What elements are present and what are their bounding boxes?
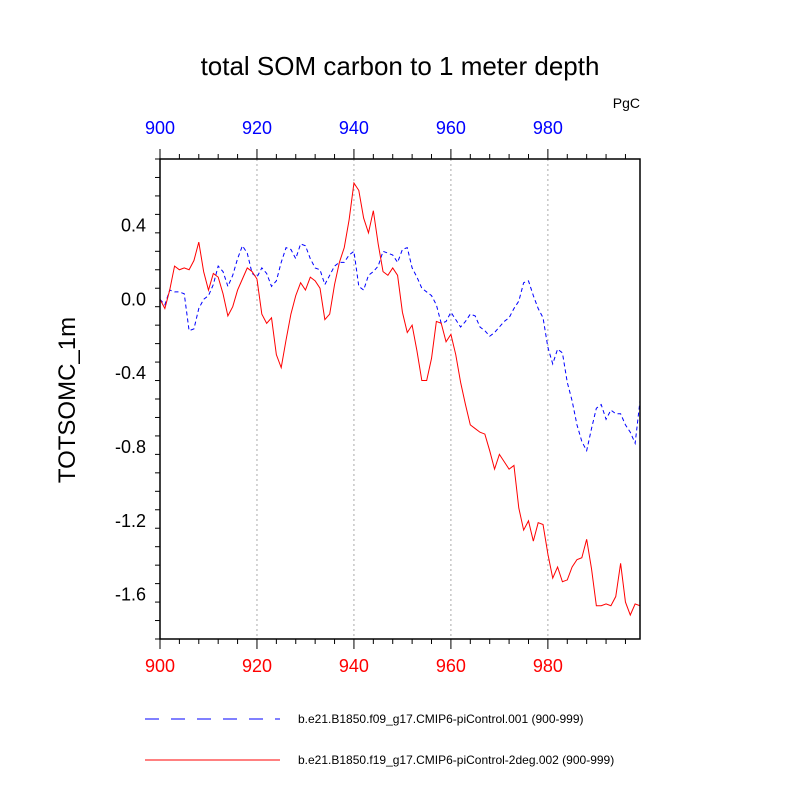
x-tick-label-top-920: 920	[242, 118, 272, 138]
legend-label-series-2: b.e21.B1850.f19_g17.CMIP6-piControl-2deg…	[298, 753, 614, 767]
x-tick-label-bottom-940: 940	[339, 656, 369, 676]
y-tick-label--1.2: -1.2	[115, 511, 146, 531]
series-line-1	[159, 243, 641, 453]
x-tick-label-top-940: 940	[339, 118, 369, 138]
plot-frame	[159, 158, 641, 640]
x-tick-label-top-960: 960	[436, 118, 466, 138]
y-tick-label--0.8: -0.8	[115, 437, 146, 457]
y-tick-label-0.4: 0.4	[121, 215, 146, 235]
x-axis-top-labels: 900 920 940 960 980	[145, 118, 563, 138]
y-tick-label-0.0: 0.0	[121, 289, 146, 309]
x-tick-label-bottom-900: 900	[145, 656, 175, 676]
x-tick-label-bottom-920: 920	[242, 656, 272, 676]
y-tick-label--1.6: -1.6	[115, 585, 146, 605]
grid-lines	[256, 159, 549, 639]
x-tick-label-top-900: 900	[145, 118, 175, 138]
x-tick-label-bottom-960: 960	[436, 656, 466, 676]
legend: b.e21.B1850.f09_g17.CMIP6-piControl.001 …	[145, 712, 614, 767]
y-tick-label--0.4: -0.4	[115, 363, 146, 383]
chart-title: total SOM carbon to 1 meter depth	[201, 51, 600, 81]
units-label: PgC	[613, 95, 640, 111]
series-line-2	[159, 181, 641, 617]
axis-ticks	[155, 149, 626, 649]
x-axis-bottom-labels: 900 920 940 960 980	[145, 656, 563, 676]
y-axis-labels: 0.4 0.0 -0.4 -0.8 -1.2 -1.6	[115, 215, 146, 604]
x-tick-label-top-980: 980	[533, 118, 563, 138]
x-tick-label-bottom-980: 980	[533, 656, 563, 676]
legend-label-series-1: b.e21.B1850.f09_g17.CMIP6-piControl.001 …	[298, 712, 584, 726]
series-group	[159, 181, 641, 617]
y-axis-label: TOTSOMC_1m	[54, 317, 81, 483]
